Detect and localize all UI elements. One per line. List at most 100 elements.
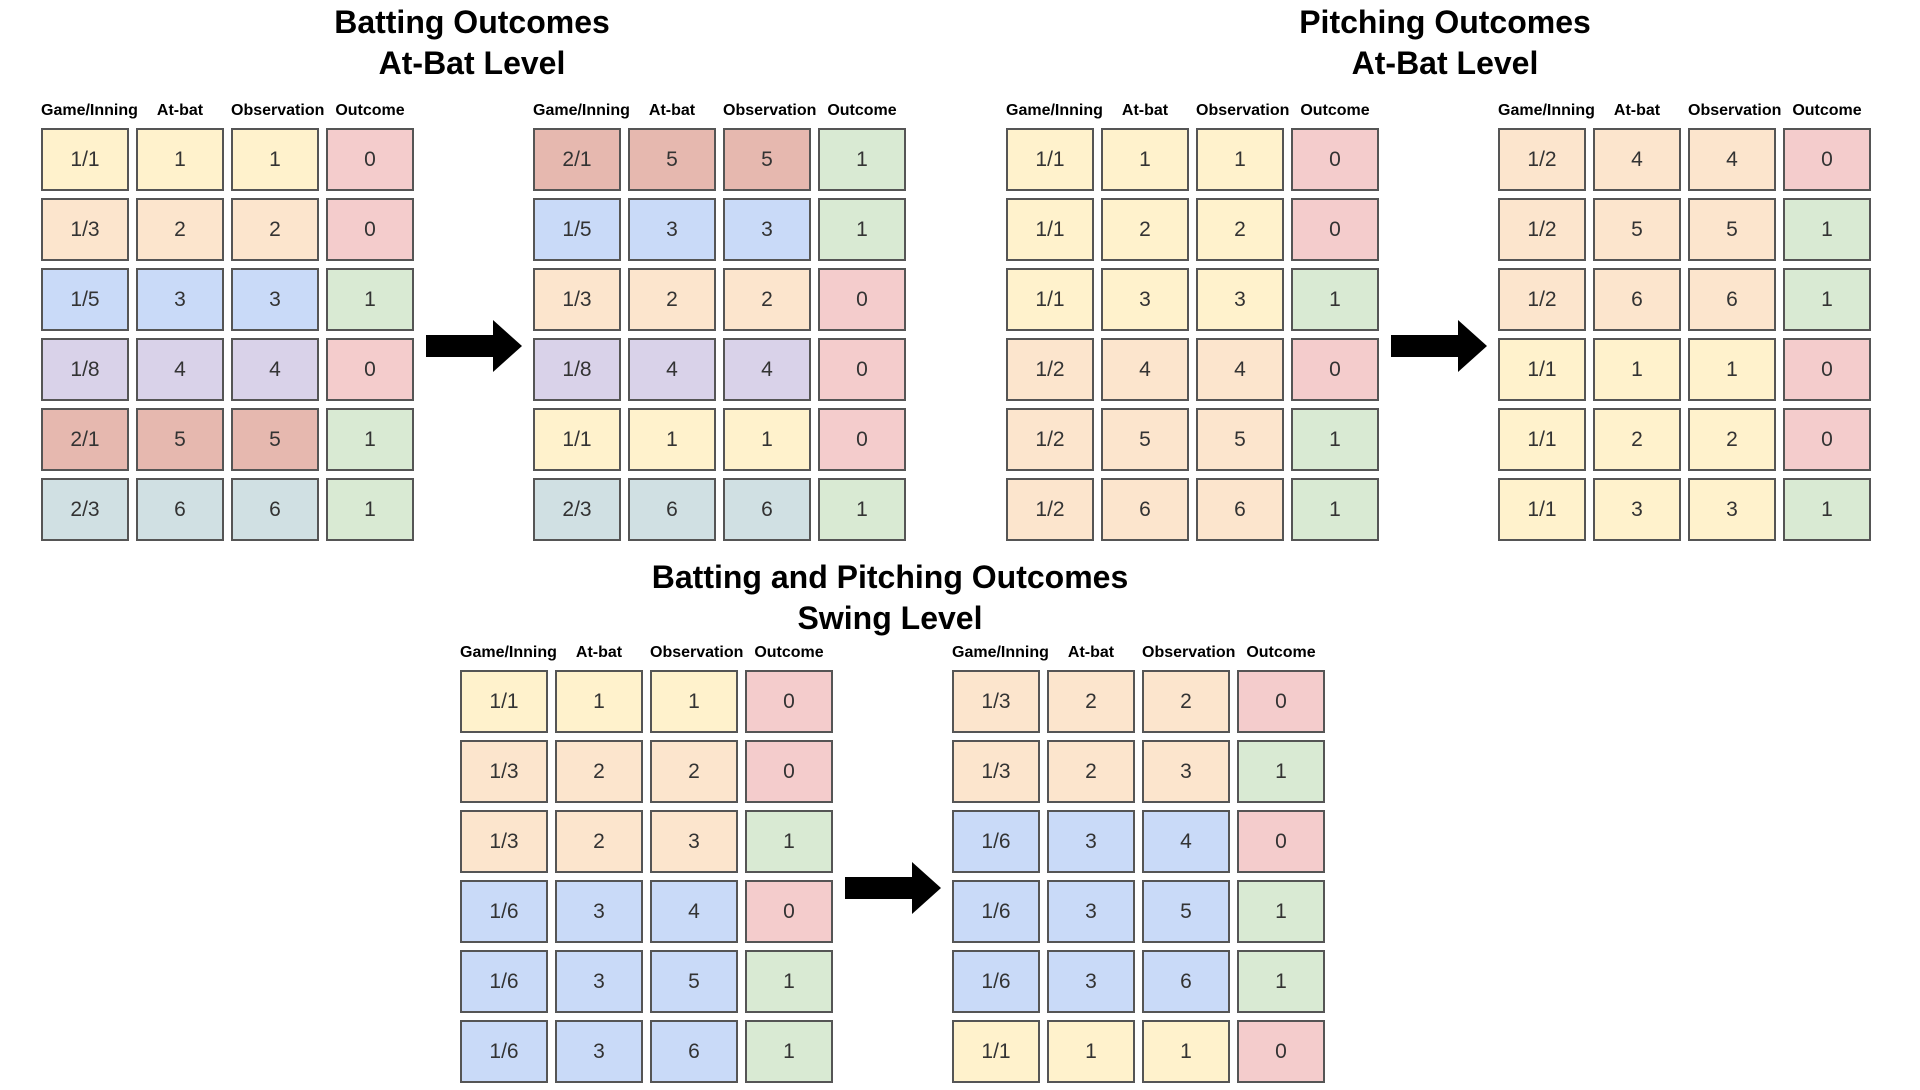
at-bat-cell: 2 [1593,408,1681,471]
table-row: 1/2 4 4 0 [1498,128,1871,191]
table-row: 1/8 4 4 0 [41,338,414,401]
table-row: 1/8 4 4 0 [533,338,906,401]
observation-cell: 6 [1688,268,1776,331]
column-header: Game/Inning [460,644,557,661]
game-inning-cell: 1/6 [460,880,548,943]
at-bat-cell: 2 [555,740,643,803]
outcome-cell: 0 [745,880,833,943]
observation-cell: 6 [231,478,319,541]
at-bat-cell: 5 [1101,408,1189,471]
column-header: Outcome [1246,644,1316,661]
pitching-at-bat-title: Pitching Outcomes At-Bat Level [1195,2,1695,84]
game-inning-cell: 1/6 [460,950,548,1013]
table-row: 1/3 2 2 0 [952,670,1325,733]
table-row: 1/6 3 5 1 [460,950,833,1013]
column-header: Game/Inning [41,102,138,119]
at-bat-cell: 1 [1101,128,1189,191]
observation-cell: 2 [723,268,811,331]
game-inning-cell: 1/2 [1006,478,1094,541]
at-bat-cell: 2 [628,268,716,331]
observation-cell: 3 [723,198,811,261]
game-inning-cell: 1/1 [533,408,621,471]
outcome-cell: 0 [1237,670,1325,733]
game-inning-cell: 1/6 [952,880,1040,943]
at-bat-cell: 5 [136,408,224,471]
outcome-cell: 0 [326,198,414,261]
at-bat-cell: 2 [1047,740,1135,803]
game-inning-cell: 1/6 [460,1020,548,1083]
game-inning-cell: 2/3 [41,478,129,541]
game-inning-cell: 1/1 [1498,408,1586,471]
outcome-cell: 1 [818,478,906,541]
at-bat-cell: 2 [1047,670,1135,733]
outcome-cell: 0 [1783,408,1871,471]
observation-cell: 3 [1688,478,1776,541]
table-header: Game/Inning At-bat Observation Outcome [41,101,414,121]
game-inning-cell: 1/5 [41,268,129,331]
table-row: 2/1 5 5 1 [533,128,906,191]
table-row: 1/1 1 1 0 [533,408,906,471]
at-bat-cell: 3 [628,198,716,261]
arrow-shape [426,320,522,372]
observation-cell: 6 [1142,950,1230,1013]
observation-cell: 4 [723,338,811,401]
outcome-cell: 0 [1291,128,1379,191]
table-row: 1/6 3 4 0 [952,810,1325,873]
observation-cell: 5 [1196,408,1284,471]
observation-cell: 1 [1142,1020,1230,1083]
column-header: Outcome [335,102,405,119]
game-inning-cell: 1/2 [1498,268,1586,331]
at-bat-cell: 4 [1101,338,1189,401]
observation-cell: 1 [1196,128,1284,191]
game-inning-cell: 2/3 [533,478,621,541]
observation-cell: 4 [1196,338,1284,401]
outcome-cell: 0 [1237,810,1325,873]
outcome-cell: 0 [745,740,833,803]
table-body: 1/3 2 2 0 1/3 2 3 1 1/6 3 4 0 1/6 3 5 1 1/6 3 6 1 1/1 1 1 0 [952,670,1325,1090]
column-header: At-bat [1067,644,1115,661]
game-inning-cell: 1/2 [1498,128,1586,191]
game-inning-cell: 1/3 [952,740,1040,803]
observation-cell: 4 [1688,128,1776,191]
at-bat-cell: 6 [628,478,716,541]
game-inning-cell: 1/5 [533,198,621,261]
outcome-cell: 0 [818,268,906,331]
swing-level-title: Batting and Pitching Outcomes Swing Leve… [540,557,1240,639]
column-header: At-bat [1613,102,1661,119]
at-bat-cell: 5 [628,128,716,191]
at-bat-cell: 3 [555,950,643,1013]
outcome-cell: 1 [745,810,833,873]
table-row: 1/1 1 1 0 [1006,128,1379,191]
at-bat-cell: 3 [1047,810,1135,873]
table-row: 1/1 1 1 0 [952,1020,1325,1083]
table-row: 1/2 5 5 1 [1498,198,1871,261]
at-bat-cell: 3 [1047,880,1135,943]
table-row: 1/2 5 5 1 [1006,408,1379,471]
game-inning-cell: 1/1 [1498,478,1586,541]
table-row: 1/1 1 1 0 [460,670,833,733]
observation-cell: 1 [723,408,811,471]
batting-at-bat-title: Batting Outcomes At-Bat Level [222,2,722,84]
at-bat-cell: 3 [1101,268,1189,331]
column-header: Game/Inning [1498,102,1595,119]
outcome-cell: 1 [1783,198,1871,261]
title-line: Pitching Outcomes [1299,4,1591,40]
at-bat-cell: 6 [1101,478,1189,541]
outcome-cell: 1 [1237,880,1325,943]
at-bat-cell: 6 [136,478,224,541]
column-header: Outcome [1300,102,1370,119]
observation-cell: 3 [1196,268,1284,331]
outcome-cell: 1 [326,478,414,541]
game-inning-cell: 1/2 [1006,408,1094,471]
outcome-cell: 0 [326,128,414,191]
outcome-cell: 1 [1291,408,1379,471]
game-inning-cell: 1/6 [952,950,1040,1013]
table-header: Game/Inning At-bat Observation Outcome [952,643,1325,663]
table-row: 1/1 3 3 1 [1498,478,1871,541]
at-bat-cell: 1 [628,408,716,471]
table-row: 1/2 6 6 1 [1498,268,1871,331]
at-bat-cell: 3 [555,880,643,943]
game-inning-cell: 1/1 [1006,198,1094,261]
table-row: 1/6 3 6 1 [460,1020,833,1083]
table-row: 1/2 6 6 1 [1006,478,1379,541]
